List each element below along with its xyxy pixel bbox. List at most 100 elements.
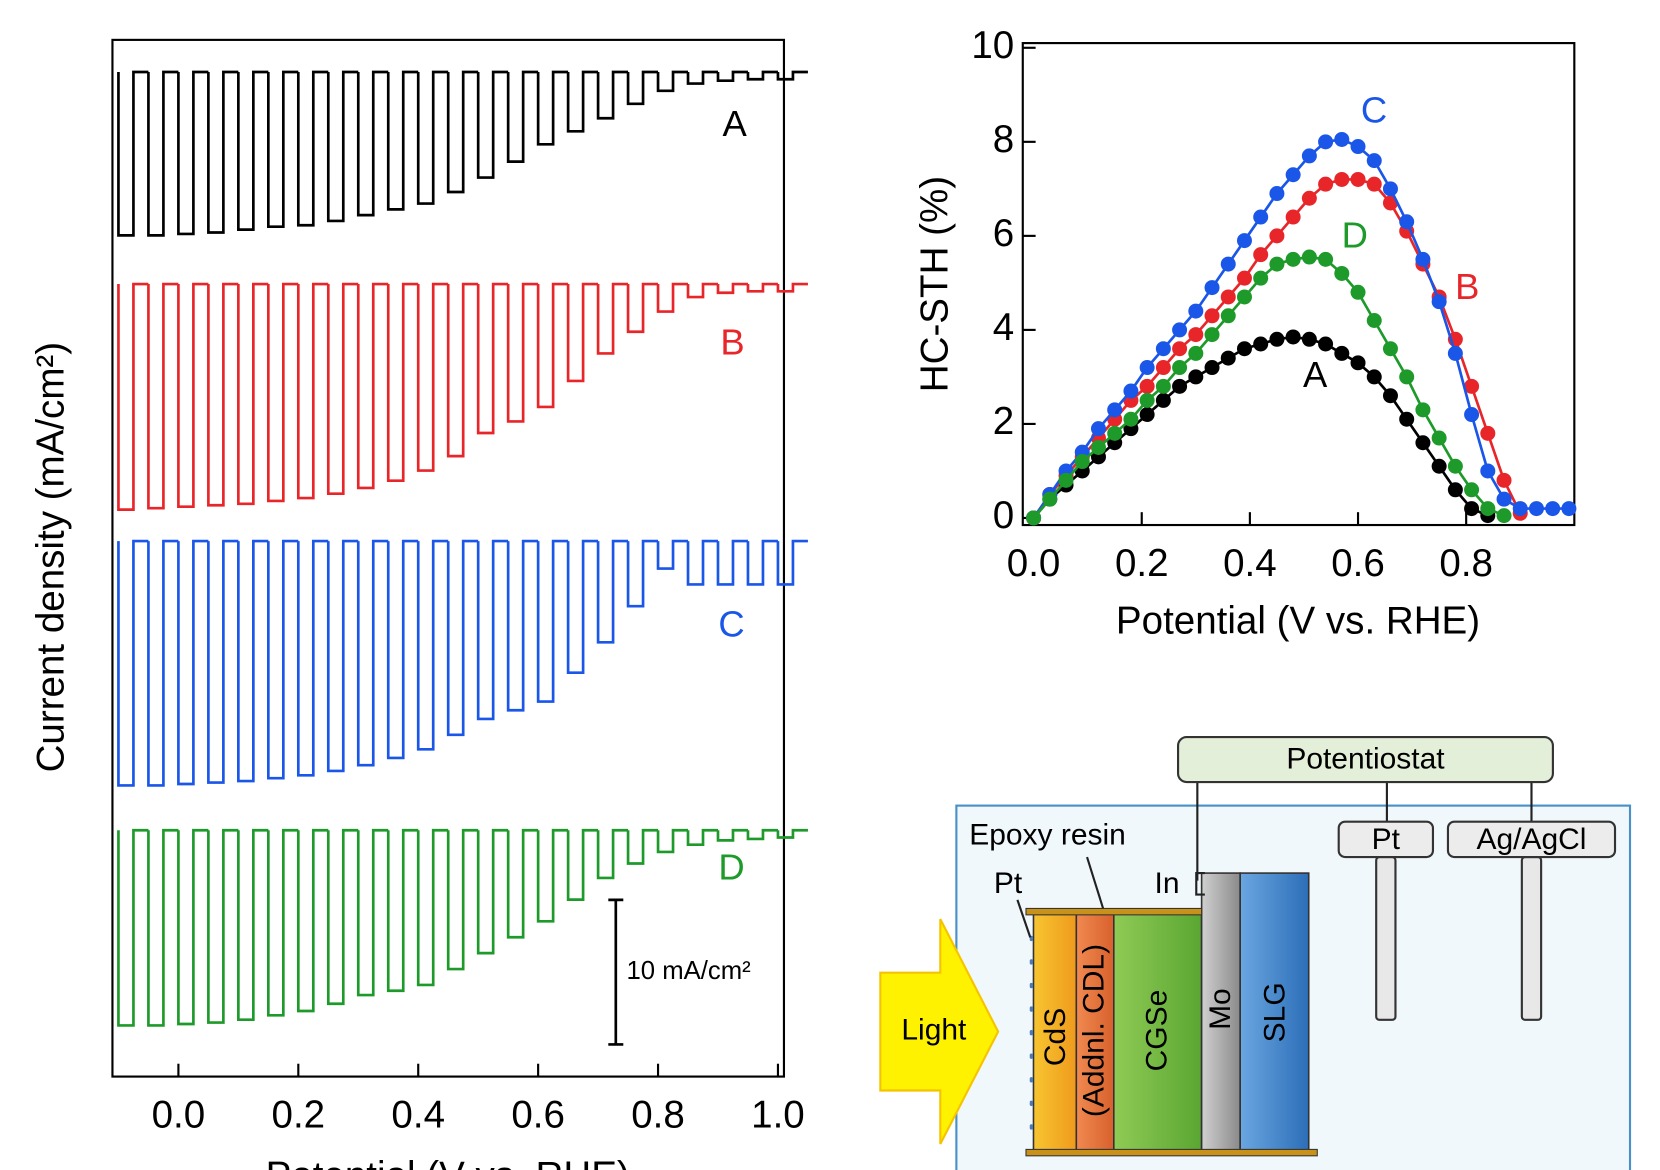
reference-electrode-label: Ag/AgCl (1477, 823, 1587, 856)
data-point (1269, 256, 1285, 272)
data-point (1382, 181, 1398, 197)
data-point (1301, 331, 1317, 347)
data-point (1447, 458, 1463, 474)
layer-label: CGSe (1141, 990, 1174, 1072)
x-tick-label: 0.8 (631, 1093, 685, 1136)
light-label: Light (901, 1014, 967, 1047)
chopped-pulse (476, 828, 509, 955)
series-label: C (1361, 89, 1387, 130)
y-tick-label: 8 (993, 118, 1014, 161)
scale-bar-label: 10 mA/cm² (627, 957, 752, 985)
chopped-pulse (566, 828, 599, 901)
data-point (1545, 501, 1561, 517)
data-point (1172, 378, 1188, 394)
light-arrow (879, 918, 1000, 1145)
chopped-pulse (686, 539, 718, 586)
chopped-pulse (776, 539, 808, 586)
data-point (1269, 186, 1285, 202)
epoxy-rail (1025, 1148, 1318, 1157)
y-tick-label: 0 (993, 494, 1014, 537)
y-axis-title: Current density (mA/cm²) (30, 342, 73, 773)
data-point (1528, 501, 1544, 517)
layer-label: (Addnl. CDL) (1078, 944, 1111, 1117)
data-point (1285, 209, 1301, 225)
data-point (1285, 329, 1301, 345)
data-point (1155, 360, 1171, 376)
pointer (1016, 899, 1032, 938)
data-point (1366, 176, 1382, 192)
series-label: A (723, 103, 748, 144)
x-tick-label: 0.4 (391, 1093, 445, 1136)
chopped-pulse (596, 539, 629, 644)
data-point (1350, 171, 1366, 187)
chopped-pulse (716, 70, 748, 83)
data-point (1155, 378, 1171, 394)
data-point (1026, 510, 1042, 526)
chopped-pulse (326, 70, 359, 223)
chopped-pulse (446, 539, 479, 737)
data-point (1480, 463, 1496, 479)
series-line (1032, 138, 1569, 519)
data-point (1155, 392, 1171, 408)
contact-label: In (1155, 867, 1180, 900)
series-label: B (1455, 266, 1479, 307)
chopped-pulse (416, 282, 449, 472)
data-point (1496, 491, 1512, 507)
chopped-pulse (237, 70, 269, 231)
layer (1200, 872, 1241, 1153)
chopped-pulse (536, 828, 569, 923)
data-point (1172, 322, 1188, 338)
chopped-pulse (746, 828, 778, 841)
chopped-pulse (536, 282, 569, 409)
chopped-pulse (207, 828, 239, 1024)
chopped-pulse (356, 539, 389, 767)
electrode-rod (1520, 855, 1543, 1021)
data-point (1415, 402, 1431, 418)
chopped-pulse (716, 539, 748, 586)
data-point (1220, 289, 1236, 305)
chopped-pulse (776, 70, 808, 81)
layer-label: Mo (1204, 988, 1237, 1030)
layer (1239, 872, 1310, 1153)
chopped-pulse (536, 539, 569, 703)
counter-electrode-label: Pt (1372, 823, 1401, 856)
chopped-pulse (476, 539, 509, 721)
chopped-pulse (776, 828, 808, 839)
chopped-pulse (596, 282, 629, 355)
chopped-pulse (506, 70, 539, 163)
y-tick-label: 4 (993, 306, 1014, 349)
chopped-pulse (237, 828, 269, 1021)
setup-diagram: Potentiostat Pt Ag/AgCl Light Epoxy resi… (879, 736, 1632, 1170)
x-tick-label: 0.6 (1331, 542, 1385, 585)
chopped-pulse (566, 539, 599, 674)
counter-electrode-box (1337, 820, 1435, 859)
data-point (1366, 153, 1382, 169)
data-point (1561, 501, 1577, 517)
data-point (1431, 458, 1447, 474)
data-point (1366, 313, 1382, 328)
epoxy-rail (1025, 907, 1203, 916)
x-axis-title: Potential (V vs. RHE) (266, 1155, 630, 1170)
data-point (1350, 139, 1366, 155)
data-point (1220, 350, 1236, 366)
data-point (1399, 411, 1415, 427)
chopped-pulse (356, 70, 389, 217)
chopped-pulse (746, 539, 778, 586)
plot-frame (111, 38, 786, 1078)
data-point (1415, 435, 1431, 451)
chopped-pulse (746, 282, 778, 293)
data-point (1350, 355, 1366, 371)
chopped-pulse (716, 828, 748, 842)
chopped-pulse (296, 828, 329, 1013)
data-point (1496, 472, 1512, 488)
chopped-pulse (596, 828, 629, 880)
chopped-pulse (596, 70, 629, 120)
chopped-pulse (356, 282, 389, 490)
chopped-pulse (686, 282, 718, 299)
chopped-pulse (326, 539, 359, 773)
chopped-pulse (266, 282, 299, 503)
chopped-pulse (386, 828, 419, 993)
data-point (1236, 270, 1252, 286)
data-point (1496, 508, 1512, 524)
chopped-pulse (656, 70, 689, 93)
